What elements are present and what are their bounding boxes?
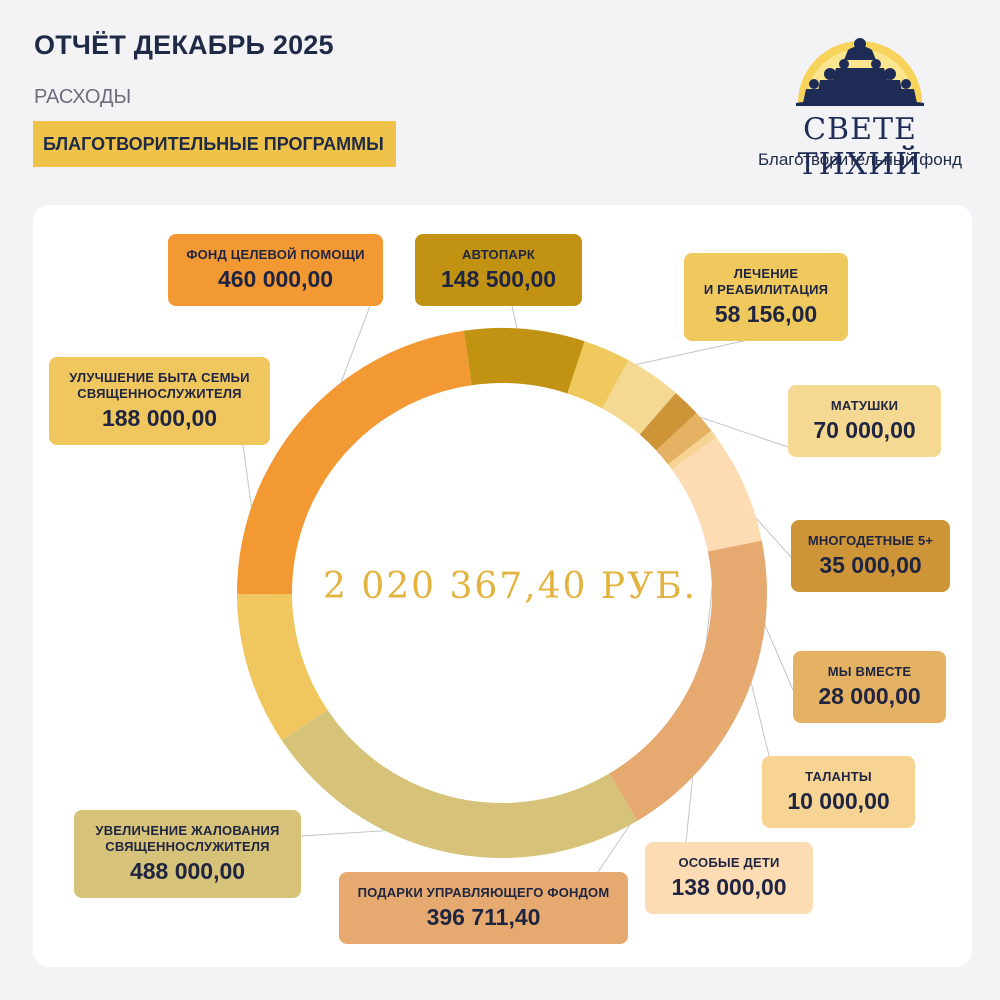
slice-label-name: УЛУЧШЕНИЕ БЫТА СЕМЬИ СВЯЩЕННОСЛУЖИТЕЛЯ bbox=[69, 370, 250, 401]
slice-label-name: МАТУШКИ bbox=[830, 398, 899, 413]
slice-label-value: 396 711,40 bbox=[426, 904, 541, 930]
donut-slice bbox=[667, 430, 717, 470]
slice-label-value: 35 000,00 bbox=[819, 552, 922, 578]
slice-label-value: 28 000,00 bbox=[818, 683, 921, 709]
slice-label-name: ПОДАРКИ УПРАВЛЯЮЩЕГО ФОНДОМ bbox=[357, 885, 610, 900]
slice-label-name: МНОГОДЕТНЫЕ 5+ bbox=[807, 533, 934, 548]
logo-subtitle: Благотворительный фонд bbox=[757, 150, 963, 169]
slice-label: ТАЛАНТЫ 10 000,00 bbox=[762, 756, 915, 828]
slice-label: УВЕЛИЧЕНИЕ ЖАЛОВАНИЯ СВЯЩЕННОСЛУЖИТЕЛЯ 48… bbox=[74, 810, 301, 898]
donut-slice bbox=[281, 709, 638, 858]
slice-label-value: 148 500,00 bbox=[440, 266, 557, 292]
slice-label-name: ФОНД ЦЕЛЕВОЙ ПОМОЩИ bbox=[186, 247, 365, 262]
slice-label-value: 138 000,00 bbox=[671, 874, 787, 900]
donut-slice bbox=[609, 540, 767, 821]
slice-label-name: ОСОБЫЕ ДЕТИ bbox=[678, 855, 780, 870]
slice-label: ЛЕЧЕНИЕ И РЕАБИЛИТАЦИЯ 58 156,00 bbox=[684, 253, 848, 341]
slice-label-value: 488 000,00 bbox=[129, 858, 246, 884]
slice-label-name: УВЕЛИЧЕНИЕ ЖАЛОВАНИЯ СВЯЩЕННОСЛУЖИТЕЛЯ bbox=[95, 823, 280, 854]
slice-label: ФОНД ЦЕЛЕВОЙ ПОМОЩИ 460 000,00 bbox=[168, 234, 383, 306]
donut-slice bbox=[656, 413, 712, 465]
slice-label-value: 58 156,00 bbox=[714, 301, 818, 327]
report-subtitle: РАСХОДЫ bbox=[34, 86, 132, 108]
logo-name: СВЕТЕ ТИХИЙ bbox=[797, 112, 923, 182]
slice-label: АВТОПАРК 148 500,00 bbox=[415, 234, 582, 306]
donut-slice bbox=[237, 330, 472, 595]
slice-label: МЫ ВМЕСТЕ 28 000,00 bbox=[793, 651, 946, 723]
donut-slice bbox=[237, 593, 328, 741]
donut-slice bbox=[602, 360, 676, 435]
donut-slice bbox=[463, 327, 585, 394]
slice-label: ОСОБЫЕ ДЕТИ 138 000,00 bbox=[645, 842, 813, 914]
slice-label: УЛУЧШЕНИЕ БЫТА СЕМЬИ СВЯЩЕННОСЛУЖИТЕЛЯ 18… bbox=[49, 357, 270, 445]
donut-slice bbox=[639, 392, 697, 451]
slice-label-name: ЛЕЧЕНИЕ И РЕАБИЛИТАЦИЯ bbox=[703, 266, 829, 297]
slice-label-name: ТАЛАНТЫ bbox=[805, 769, 872, 784]
slice-label-value: 188 000,00 bbox=[101, 405, 218, 431]
slice-label-value: 70 000,00 bbox=[813, 417, 916, 443]
slice-label-name: АВТОПАРК bbox=[462, 247, 535, 262]
total-amount: 2 020 367,40 РУБ. bbox=[322, 566, 698, 607]
donut-slice bbox=[567, 341, 629, 409]
donut-slice bbox=[671, 437, 762, 552]
foundation-logo-icon bbox=[796, 38, 924, 106]
slice-label: МНОГОДЕТНЫЕ 5+ 35 000,00 bbox=[791, 520, 950, 592]
slice-label: ПОДАРКИ УПРАВЛЯЮЩЕГО ФОНДОМ 396 711,40 bbox=[339, 872, 628, 944]
category-badge: БЛАГОТВОРИТЕЛЬНЫЕ ПРОГРАММЫ bbox=[33, 121, 396, 167]
report-title: ОТЧЁТ ДЕКАБРЬ 2025 bbox=[34, 30, 334, 60]
slice-label-name: МЫ ВМЕСТЕ bbox=[827, 664, 912, 679]
slice-label-value: 460 000,00 bbox=[217, 266, 334, 292]
slice-label-value: 10 000,00 bbox=[787, 788, 890, 814]
slice-label: МАТУШКИ 70 000,00 bbox=[788, 385, 941, 457]
